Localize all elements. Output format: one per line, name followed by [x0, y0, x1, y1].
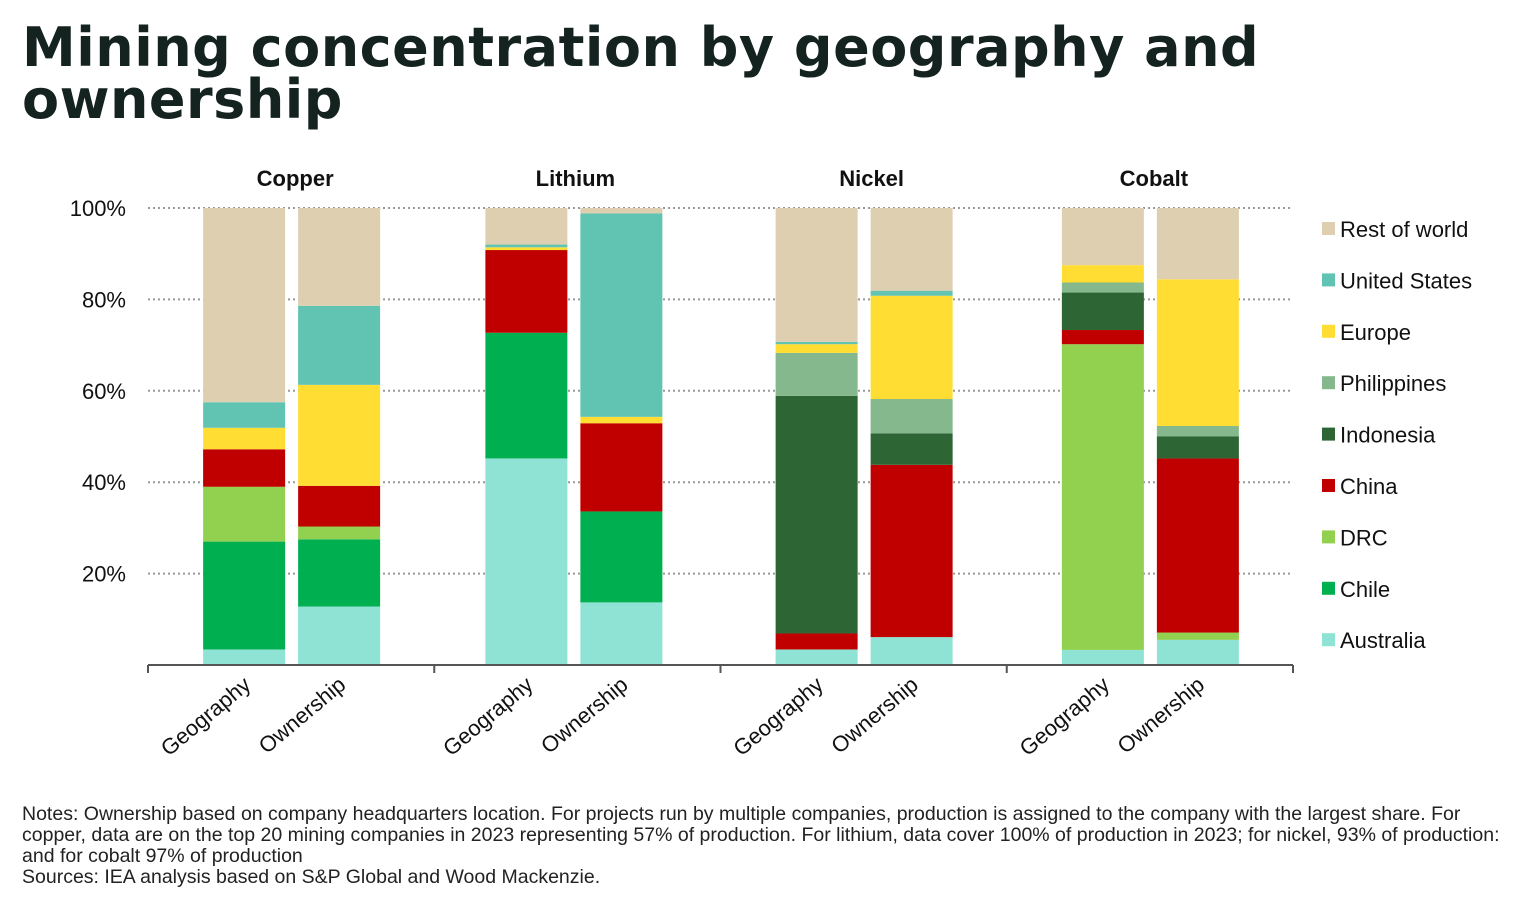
- bar-segment-chile: [298, 539, 381, 607]
- bar-segment-rest-of-world: [775, 208, 858, 342]
- legend-swatch-united-states: [1322, 273, 1335, 287]
- legend-swatch-europe: [1322, 324, 1335, 338]
- legend-swatch-china: [1322, 479, 1335, 492]
- legend-label: China: [1340, 474, 1398, 499]
- x-tick-label: Geography: [728, 672, 827, 761]
- bar-segment-australia: [580, 602, 663, 665]
- y-tick-label: 40%: [82, 470, 126, 495]
- bar-segment-philippines: [1061, 282, 1144, 293]
- bar-segment-indonesia: [1156, 436, 1239, 459]
- bar-segment-rest-of-world: [485, 208, 568, 245]
- x-tick-label: Ownership: [536, 672, 633, 759]
- bar-segment-rest-of-world: [298, 208, 381, 306]
- bar-segment-united-states: [485, 244, 568, 248]
- notes-text: Notes: Ownership based on company headqu…: [22, 803, 1500, 867]
- bar-segment-china: [203, 449, 286, 487]
- legend-swatch-indonesia: [1322, 427, 1335, 441]
- bar-segment-europe: [580, 416, 663, 424]
- bar-segment-rest-of-world: [870, 208, 953, 291]
- chart-title: Mining concentration by geography and ow…: [22, 16, 1260, 131]
- x-tick-label: Geography: [438, 672, 537, 761]
- bar-segment-europe: [298, 384, 381, 486]
- legend-label: Philippines: [1340, 371, 1446, 396]
- legend-label: DRC: [1340, 525, 1388, 550]
- bar-segment-united-states: [775, 341, 858, 345]
- bar-segment-drc: [1061, 344, 1144, 650]
- bar-segment-united-states: [298, 305, 381, 385]
- bar-segment-united-states: [870, 290, 953, 296]
- bar-segment-chile: [580, 511, 663, 603]
- bar-segment-europe: [485, 247, 568, 251]
- bar-segment-australia: [203, 649, 286, 665]
- x-tick-label: Ownership: [826, 672, 923, 759]
- bar-segment-china: [1061, 330, 1144, 345]
- y-tick-label: 100%: [70, 196, 126, 221]
- bar-segment-united-states: [580, 213, 663, 417]
- bar-segment-europe: [203, 427, 286, 450]
- x-tick-label: Ownership: [1112, 672, 1209, 759]
- sources-text: Sources: IEA analysis based on S&P Globa…: [22, 866, 601, 888]
- bar-segment-united-states: [203, 402, 286, 428]
- bar-segment-australia: [1156, 639, 1239, 665]
- bar-segment-europe: [1061, 265, 1144, 283]
- bar-segment-rest-of-world: [203, 208, 286, 403]
- legend-label: Australia: [1340, 628, 1426, 653]
- notes-section: Notes: Ownership based on company headqu…: [22, 804, 1522, 888]
- legend-label: United States: [1340, 268, 1472, 293]
- legend-label: Rest of world: [1340, 217, 1468, 242]
- x-tick-label: Ownership: [254, 672, 351, 759]
- bar-segment-philippines: [1156, 425, 1239, 437]
- bar-segment-europe: [1156, 279, 1239, 426]
- legend-swatch-australia: [1322, 633, 1335, 647]
- y-tick-label: 20%: [82, 562, 126, 587]
- bar-segment-china: [775, 633, 858, 650]
- bar-segment-drc: [1156, 632, 1239, 640]
- legend-label: Indonesia: [1340, 423, 1436, 448]
- bar-segment-australia: [298, 606, 381, 665]
- bar-segment-indonesia: [1061, 292, 1144, 331]
- bar-segment-china: [1156, 458, 1239, 633]
- bar-segment-indonesia: [870, 433, 953, 465]
- x-tick-label: Geography: [1015, 672, 1114, 761]
- legend-label: Europe: [1340, 320, 1411, 345]
- x-tick-label: Geography: [156, 672, 255, 761]
- legend-swatch-rest-of-world: [1322, 222, 1335, 235]
- group-label-cobalt: Cobalt: [1120, 166, 1189, 191]
- bar-segment-europe: [870, 295, 953, 400]
- group-label-lithium: Lithium: [536, 166, 615, 191]
- bar-segment-chile: [485, 332, 568, 459]
- bar-segment-philippines: [775, 352, 858, 396]
- bar-segment-australia: [870, 637, 953, 665]
- legend-swatch-drc: [1322, 530, 1335, 544]
- bar-segment-australia: [485, 458, 568, 665]
- bar-segment-china: [580, 423, 663, 512]
- bar-segment-china: [870, 464, 953, 638]
- bar-segment-australia: [1061, 649, 1144, 665]
- bar-segment-rest-of-world: [1061, 208, 1144, 266]
- bar-segment-philippines: [870, 399, 953, 434]
- bar-segment-china: [298, 485, 381, 527]
- bar-segment-china: [485, 250, 568, 333]
- group-label-copper: Copper: [257, 166, 334, 191]
- legend-swatch-philippines: [1322, 376, 1335, 390]
- legend-label: Chile: [1340, 577, 1390, 602]
- bar-segment-drc: [298, 526, 381, 540]
- bar-segment-chile: [203, 541, 286, 650]
- stacked-bar-chart: 20%40%60%80%100%CopperGeographyOwnership…: [70, 166, 1472, 761]
- bar-segment-australia: [775, 649, 858, 665]
- bar-segment-europe: [775, 344, 858, 353]
- group-label-nickel: Nickel: [839, 166, 904, 191]
- y-tick-label: 60%: [82, 379, 126, 404]
- bar-segment-rest-of-world: [1156, 208, 1239, 280]
- bar-segment-drc: [203, 486, 286, 542]
- bar-segment-rest-of-world: [580, 208, 663, 214]
- legend-swatch-chile: [1322, 581, 1335, 595]
- bar-segment-indonesia: [775, 395, 858, 634]
- y-tick-label: 80%: [82, 287, 126, 312]
